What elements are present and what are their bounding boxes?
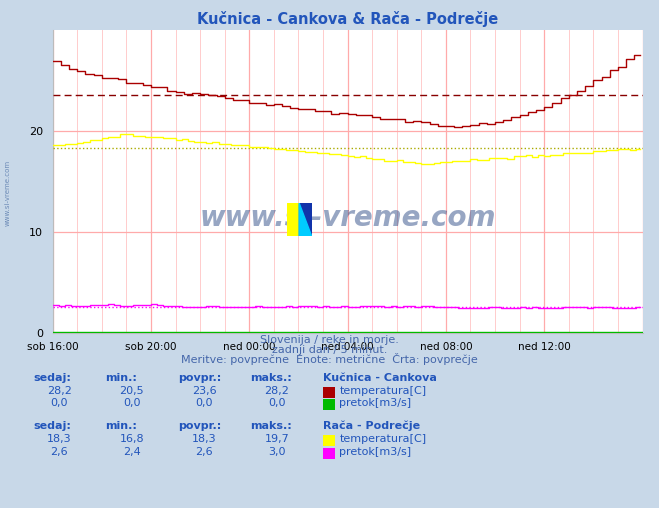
Text: 28,2: 28,2	[264, 386, 289, 396]
Text: min.:: min.:	[105, 373, 137, 383]
Text: sedaj:: sedaj:	[33, 373, 71, 383]
Text: www.si-vreme.com: www.si-vreme.com	[200, 204, 496, 232]
Text: 19,7: 19,7	[264, 434, 289, 444]
Text: 28,2: 28,2	[47, 386, 72, 396]
Text: Meritve: povprečne  Enote: metrične  Črta: povprečje: Meritve: povprečne Enote: metrične Črta:…	[181, 353, 478, 365]
Polygon shape	[299, 203, 312, 236]
Text: 18,3: 18,3	[192, 434, 217, 444]
Text: maks.:: maks.:	[250, 373, 292, 383]
Text: 0,0: 0,0	[196, 398, 213, 408]
Text: pretok[m3/s]: pretok[m3/s]	[339, 447, 411, 457]
Text: 0,0: 0,0	[51, 398, 68, 408]
Text: pretok[m3/s]: pretok[m3/s]	[339, 398, 411, 408]
Text: zadnji dan / 5 minut.: zadnji dan / 5 minut.	[272, 345, 387, 355]
Text: temperatura[C]: temperatura[C]	[339, 434, 426, 444]
Text: temperatura[C]: temperatura[C]	[339, 386, 426, 396]
Text: www.si-vreme.com: www.si-vreme.com	[5, 160, 11, 226]
Text: povpr.:: povpr.:	[178, 373, 221, 383]
Text: 16,8: 16,8	[119, 434, 144, 444]
Text: 20,5: 20,5	[119, 386, 144, 396]
Text: 23,6: 23,6	[192, 386, 217, 396]
Text: sedaj:: sedaj:	[33, 421, 71, 431]
Text: 2,6: 2,6	[51, 447, 68, 457]
Text: min.:: min.:	[105, 421, 137, 431]
Polygon shape	[287, 203, 299, 236]
Text: Rača - Podrečje: Rača - Podrečje	[323, 421, 420, 431]
Title: Kučnica - Cankova & Rača - Podrečje: Kučnica - Cankova & Rača - Podrečje	[197, 11, 498, 26]
Text: maks.:: maks.:	[250, 421, 292, 431]
Text: povpr.:: povpr.:	[178, 421, 221, 431]
Text: 18,3: 18,3	[47, 434, 72, 444]
Text: 3,0: 3,0	[268, 447, 285, 457]
Text: 2,6: 2,6	[196, 447, 213, 457]
Text: Slovenija / reke in morje.: Slovenija / reke in morje.	[260, 335, 399, 345]
Text: 0,0: 0,0	[123, 398, 140, 408]
Text: 0,0: 0,0	[268, 398, 285, 408]
Text: Kučnica - Cankova: Kučnica - Cankova	[323, 373, 437, 383]
Polygon shape	[299, 203, 312, 236]
Text: 2,4: 2,4	[123, 447, 140, 457]
